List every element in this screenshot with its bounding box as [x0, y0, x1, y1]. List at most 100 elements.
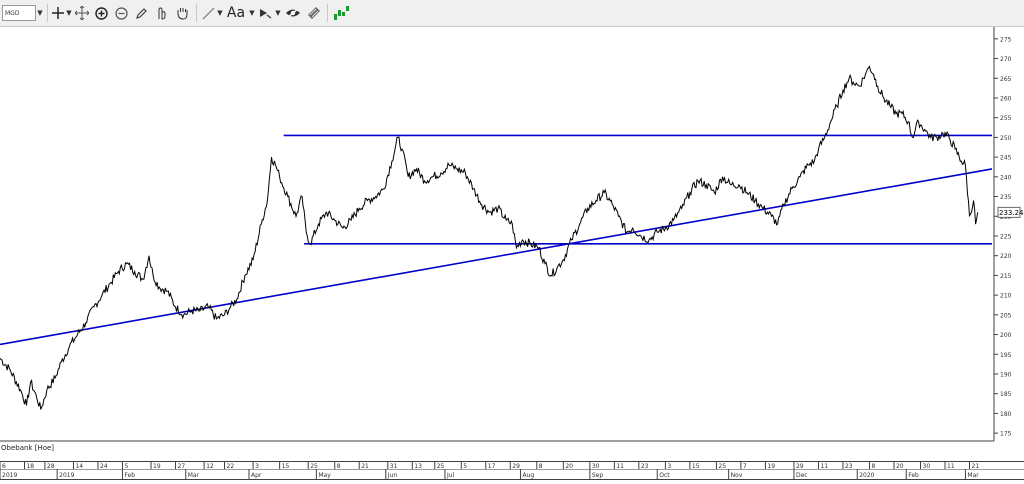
x-day-tick-label: 29 [796, 463, 804, 470]
crosshair-chevron-down-icon[interactable]: ▼ [66, 9, 72, 17]
x-month-tick-label: Jul [446, 472, 455, 479]
x-day-tick-label: 8 [337, 463, 341, 470]
cursor-crosshair-icon[interactable] [51, 3, 65, 23]
x-day-tick-label: 28 [47, 463, 55, 470]
x-day-tick-label: 6 [2, 463, 6, 470]
x-day-tick-label: 8 [871, 463, 875, 470]
y-tick-label: 180 [1000, 411, 1012, 418]
y-tick-label: 235 [1000, 194, 1012, 201]
x-day-tick-label: 18 [26, 463, 34, 470]
x-month-tick-label: Apr [251, 472, 262, 479]
x-day-tick-label: 25 [718, 463, 726, 470]
indicator-icon[interactable] [331, 3, 351, 23]
x-day-tick-label: 3 [255, 463, 259, 470]
y-tick-label: 245 [1000, 155, 1012, 162]
trend-line-1[interactable] [0, 168, 993, 346]
eye-hide-icon[interactable] [282, 3, 304, 23]
text-chevron-down-icon[interactable]: ▼ [249, 9, 255, 17]
x-month-tick-label: Aug [522, 472, 534, 479]
x-month-tick-label: Feb [124, 472, 135, 479]
y-tick-label: 185 [1000, 391, 1012, 398]
price-line [0, 65, 979, 410]
x-day-tick-label: 31 [390, 463, 398, 470]
pencil-icon[interactable] [131, 3, 151, 23]
trend-lines [0, 134, 993, 346]
x-day-tick-label: 3 [667, 463, 671, 470]
hand-pointer-icon[interactable] [151, 3, 171, 23]
last-price-label: 233.24 [999, 209, 1024, 217]
x-month-tick-label: Sep [592, 472, 604, 479]
x-day-tick-label: 25 [310, 463, 318, 470]
x-day-tick-label: 29 [512, 463, 520, 470]
x-day-tick-label: 15 [282, 463, 290, 470]
text-tool-button[interactable]: Aa [226, 5, 246, 21]
fill-icon[interactable] [256, 3, 274, 23]
y-tick-label: 250 [1000, 135, 1012, 142]
price-chart[interactable]: 1751801851901952002052102152202252302352… [0, 27, 1024, 484]
y-tick-label: 210 [1000, 293, 1012, 300]
x-axis: 6 18 28 14 24 5 19 27 12 22 3 15 25 8 21 31 13 25 5 17 29 8 20… [0, 461, 979, 479]
x-day-tick-label: 21 [361, 463, 369, 470]
x-day-tick-label: 7 [743, 463, 747, 470]
x-day-tick-label: 21 [972, 463, 980, 470]
toolbar: MGD ▼ ▼ ▼ Aa ▼ ▼ [0, 0, 1024, 27]
y-tick-label: 255 [1000, 115, 1012, 122]
y-tick-label: 205 [1000, 312, 1012, 319]
y-tick-label: 200 [1000, 332, 1012, 339]
y-tick-label: 220 [1000, 253, 1012, 260]
y-tick-label: 215 [1000, 273, 1012, 280]
fill-chevron-down-icon[interactable]: ▼ [275, 9, 281, 17]
x-day-tick-label: 20 [565, 463, 573, 470]
x-month-tick-label: Oct [659, 472, 670, 479]
zoom-in-icon[interactable] [91, 3, 111, 23]
y-tick-label: 190 [1000, 371, 1012, 378]
y-tick-label: 240 [1000, 174, 1012, 181]
line-chevron-down-icon[interactable]: ▼ [217, 9, 223, 17]
zoom-out-icon[interactable] [111, 3, 131, 23]
x-day-tick-label: 30 [592, 463, 600, 470]
x-day-tick-label: 25 [437, 463, 445, 470]
y-tick-label: 175 [1000, 431, 1012, 438]
x-month-tick-label: 2019 [2, 472, 17, 479]
y-tick-label: 270 [1000, 56, 1012, 63]
symbol-chevron-down-icon[interactable]: ▼ [37, 9, 43, 17]
x-month-tick-label: Mar [188, 472, 200, 479]
plot-area [0, 27, 994, 441]
y-tick-label: 275 [1000, 36, 1012, 43]
toolbar-separator [47, 4, 48, 22]
x-axis-top-line [0, 461, 1024, 462]
x-axis-mid-line [0, 469, 1024, 470]
y-tick-label: 260 [1000, 95, 1012, 102]
x-day-tick-label: 30 [923, 463, 931, 470]
status-label: Obebank [Hoe] [1, 444, 54, 452]
toolbar-separator [196, 4, 197, 22]
x-day-tick-label: 19 [767, 463, 775, 470]
x-day-tick-label: 23 [641, 463, 649, 470]
y-tick-label: 225 [1000, 233, 1012, 240]
x-day-tick-label: 8 [539, 463, 543, 470]
x-month-tick-label: Feb [908, 472, 919, 479]
x-day-tick-label: 27 [178, 463, 186, 470]
layers-icon[interactable] [304, 3, 324, 23]
x-month-tick-label: Jun [387, 472, 398, 479]
y-tick-label: 265 [1000, 76, 1012, 83]
x-day-tick-label: 15 [692, 463, 700, 470]
x-month-tick-label: 2019 [59, 472, 74, 479]
x-day-tick-label: 5 [463, 463, 467, 470]
x-day-tick-label: 5 [124, 463, 128, 470]
x-day-tick-label: 20 [896, 463, 904, 470]
x-day-tick-label: 22 [227, 463, 235, 470]
x-day-tick-label: 11 [947, 463, 955, 470]
move-icon[interactable] [73, 3, 91, 23]
last-price-marker: 233.24 [997, 206, 1024, 218]
line-draw-icon[interactable] [200, 3, 216, 23]
symbol-dropdown[interactable]: MGD [2, 5, 36, 21]
x-day-tick-label: 17 [488, 463, 496, 470]
toolbar-separator [327, 4, 328, 22]
x-day-tick-label: 13 [414, 463, 422, 470]
x-month-tick-label: Nov [731, 472, 743, 479]
x-day-tick-label: 19 [153, 463, 161, 470]
hand-grab-icon[interactable] [171, 3, 193, 23]
x-month-tick-label: May [318, 472, 331, 479]
y-axis: 1751801851901952002052102152202252302352… [994, 36, 1012, 438]
